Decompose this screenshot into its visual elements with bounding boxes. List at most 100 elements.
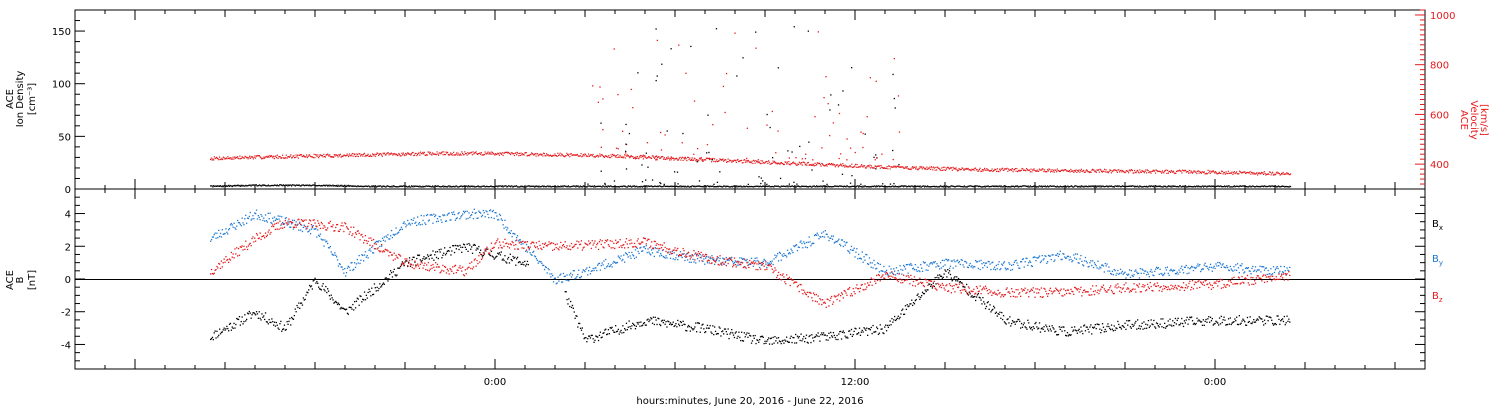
density-point [750,186,752,188]
bx-point [998,313,1000,316]
density-point [1167,185,1169,187]
bx-point [280,320,282,323]
velocity-point [524,152,526,154]
by-point [399,228,402,231]
bx-point [371,287,373,289]
bx-point [1252,321,1254,323]
bx-point [376,286,378,289]
density-point [663,185,665,187]
velocity-point [1278,172,1280,174]
bx-point [575,315,577,317]
density-point [255,184,257,186]
density-point [775,185,777,187]
by-point [565,279,567,281]
velocity-point [1264,172,1266,175]
bx-point [691,328,693,330]
density-point [486,185,488,187]
density-point [306,184,308,187]
velocity-point [1251,172,1253,174]
by-point [442,214,444,216]
velocity-point [576,154,578,156]
velocity-point [287,156,289,158]
bx-point [416,257,418,260]
bx-point [1004,322,1006,324]
velocity-point [342,155,344,157]
velocity-point [381,154,383,156]
bx-point [1051,325,1053,327]
by-point [427,220,430,222]
by-point [626,254,628,256]
velocity-point [1247,171,1249,174]
bx-point [850,328,853,331]
density-point [357,185,359,187]
velocity-point [939,169,941,171]
velocity-point [1068,170,1070,172]
bx-point [1277,315,1279,317]
density-point [232,184,234,187]
bx-point [396,274,398,276]
by-point [272,217,274,219]
by-point [341,266,343,268]
by-point [600,264,602,267]
by-point [309,229,311,231]
bx-point [307,291,309,294]
by-point [414,222,416,224]
by-point [480,215,483,218]
density-point [303,184,305,186]
density-point [1233,185,1235,188]
bx-point [440,248,442,250]
bx-point [1260,318,1262,320]
density-point [228,184,230,186]
density-point [393,185,395,187]
velocity-point [1056,171,1058,173]
velocity-point [1059,170,1061,172]
density-point [212,186,214,188]
bx-point [479,251,481,254]
density-point [623,185,625,187]
density-point [498,185,500,187]
density-point [901,185,903,187]
density-point [888,185,890,188]
bx-point [1204,320,1206,323]
density-point [1068,186,1070,188]
density-point [504,185,506,187]
density-point [1081,186,1083,188]
by-point [352,269,354,271]
velocity-point [448,154,450,156]
velocity-point [1042,168,1044,170]
density-point [1038,186,1040,188]
by-point [371,246,373,249]
density-point [1040,186,1042,188]
by-point [482,209,484,212]
by-point [584,270,586,273]
density-point [1192,186,1194,188]
density-point [723,185,725,187]
density-point [755,31,757,33]
bx-point [1111,328,1114,330]
density-point [978,185,980,187]
bx-point [822,333,824,336]
density-point [245,184,247,186]
bx-point [282,328,284,331]
density-point [846,185,848,187]
bx-point [349,306,351,309]
bx-point [1289,321,1291,323]
bx-point [1122,325,1124,327]
density-point [733,185,735,187]
top-right-tick-label-0: 400 [1430,160,1449,171]
bx-point [649,319,651,321]
by-point [339,263,341,265]
density-point [592,185,594,187]
density-point [903,185,905,187]
density-point [849,182,852,184]
velocity-point [1055,169,1057,171]
velocity-point [562,154,564,157]
density-point [834,185,836,187]
density-point [570,186,572,188]
density-point [1202,185,1204,187]
velocity-point [1235,172,1237,174]
velocity-point [459,154,461,156]
density-point [765,185,767,187]
density-point [1203,185,1205,187]
density-point [867,186,869,188]
